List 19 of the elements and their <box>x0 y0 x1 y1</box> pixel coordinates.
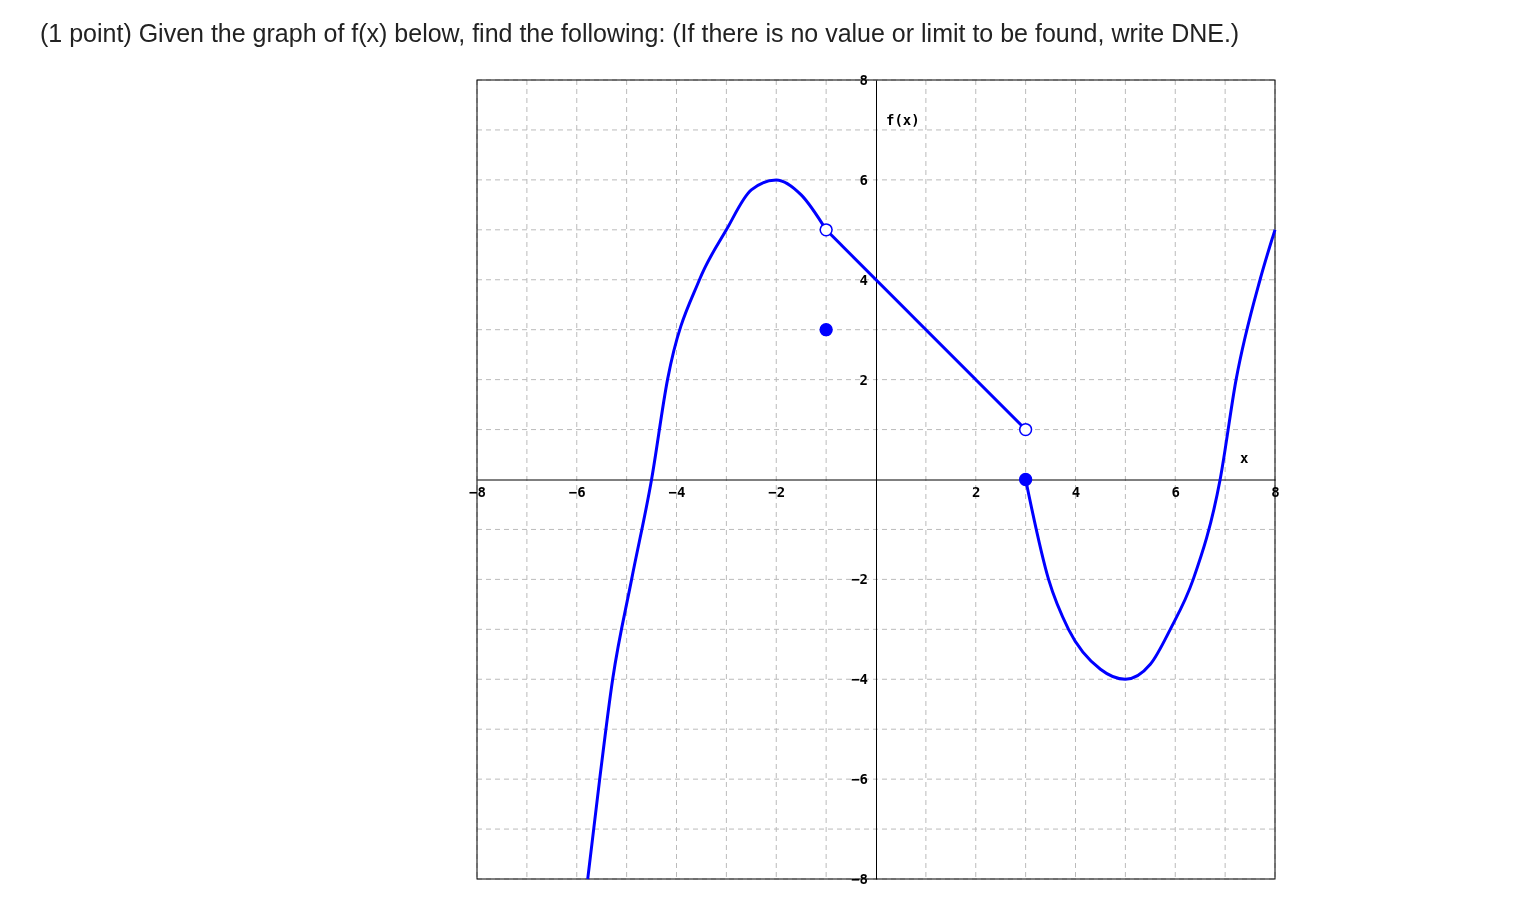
x-tick-label: −8 <box>469 484 486 501</box>
y-tick-label: 6 <box>859 171 868 188</box>
x-axis-title: x <box>1240 449 1249 466</box>
y-axis-title: f(x) <box>886 112 920 128</box>
y-tick-label: −6 <box>851 771 868 788</box>
y-tick-label: −2 <box>851 571 868 588</box>
y-tick-label: 2 <box>859 371 868 388</box>
y-tick-label: −4 <box>851 671 868 688</box>
x-tick-label: 4 <box>1071 484 1081 501</box>
y-tick-label: 8 <box>859 71 868 88</box>
x-tick-label: −2 <box>768 484 786 501</box>
x-tick-label: 6 <box>1171 484 1180 501</box>
x-tick-label: −4 <box>668 484 686 501</box>
chart-title: (1 point) Given the graph of f(x) below, find the following: (If there is no value or limit to be found, write DNE.) <box>40 19 1240 47</box>
y-tick-label: −8 <box>851 870 868 887</box>
x-tick-label: −6 <box>568 484 586 501</box>
y-tick-label: 4 <box>859 271 868 288</box>
x-tick-label: 2 <box>972 484 981 501</box>
x-tick-label: 8 <box>1271 484 1280 501</box>
